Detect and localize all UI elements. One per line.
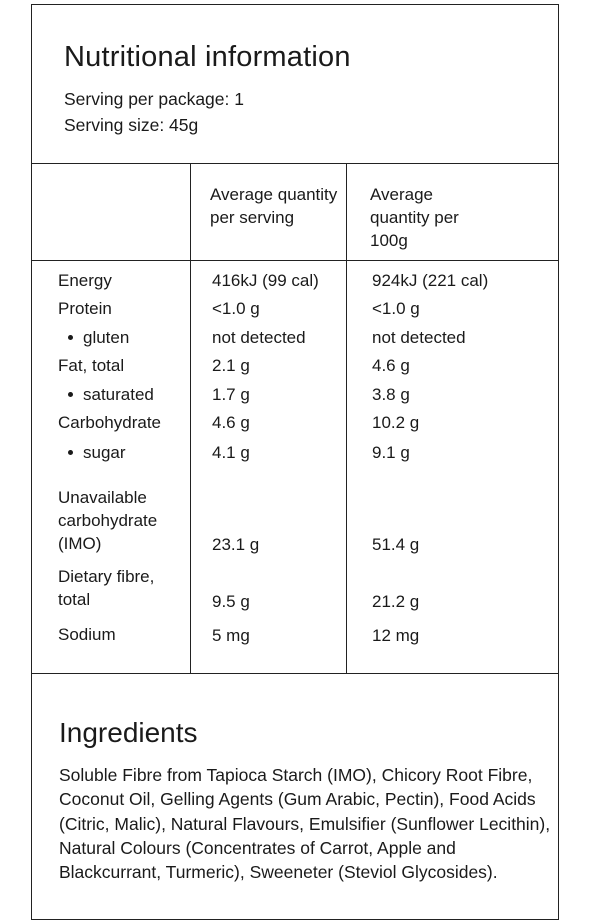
divider	[32, 260, 558, 261]
bullet-icon	[68, 392, 73, 398]
bullet-icon	[68, 335, 73, 341]
value-per-100g: 9.1 g	[372, 443, 410, 462]
value-per-100g: 10.2 g	[372, 413, 420, 432]
servings-per-package: Serving per package: 1	[64, 89, 244, 109]
value-per-100g: 4.6 g	[372, 356, 410, 375]
value-per-serving: 4.6 g	[212, 413, 250, 432]
row-label-dietary-fibre: Dietary fibre, total	[58, 567, 155, 609]
column-header-per-100g: Average quantity per 100g	[370, 185, 459, 250]
serving-size: Serving size: 45g	[64, 115, 199, 135]
row-label-sugar: sugar	[68, 441, 126, 464]
value-per-100g: not detected	[372, 328, 466, 347]
row-label-energy: Energy	[58, 271, 112, 290]
value-per-serving: 9.5 g	[212, 592, 250, 611]
value-per-serving: 23.1 g	[212, 535, 260, 554]
value-per-100g: <1.0 g	[372, 299, 420, 318]
divider	[32, 673, 558, 674]
value-per-100g: 924kJ (221 cal)	[372, 271, 489, 290]
ingredients-text: Soluble Fibre from Tapioca Starch (IMO),…	[59, 765, 551, 883]
value-per-100g: 21.2 g	[372, 592, 420, 611]
nutrition-panel: Nutritional information Serving per pack…	[31, 4, 559, 920]
row-label-unavailable-carbohydrate: Unavailable carbohydrate (IMO)	[58, 488, 158, 553]
row-label-sodium: Sodium	[58, 625, 116, 644]
panel-title: Nutritional information	[64, 41, 351, 73]
value-per-serving: 5 mg	[212, 626, 250, 645]
value-per-serving: 1.7 g	[212, 385, 250, 404]
row-label-saturated: saturated	[68, 383, 154, 406]
row-label-carbohydrate: Carbohydrate	[58, 413, 162, 432]
row-label-fat-total: Fat, total	[58, 356, 125, 375]
column-header-per-serving: Average quantity per serving	[210, 185, 338, 227]
value-per-100g: 3.8 g	[372, 385, 410, 404]
value-per-serving: <1.0 g	[212, 299, 260, 318]
divider	[32, 163, 558, 164]
value-per-serving: 2.1 g	[212, 356, 250, 375]
value-per-100g: 12 mg	[372, 626, 420, 645]
value-per-serving: 4.1 g	[212, 443, 250, 462]
value-per-serving: not detected	[212, 328, 306, 347]
value-per-100g: 51.4 g	[372, 535, 420, 554]
row-label-gluten: gluten	[68, 326, 129, 349]
ingredients-title: Ingredients	[59, 717, 198, 748]
row-label-protein: Protein	[58, 299, 112, 318]
column-divider	[190, 163, 191, 673]
bullet-icon	[68, 450, 73, 456]
value-per-serving: 416kJ (99 cal)	[212, 271, 319, 290]
column-divider	[346, 163, 347, 673]
